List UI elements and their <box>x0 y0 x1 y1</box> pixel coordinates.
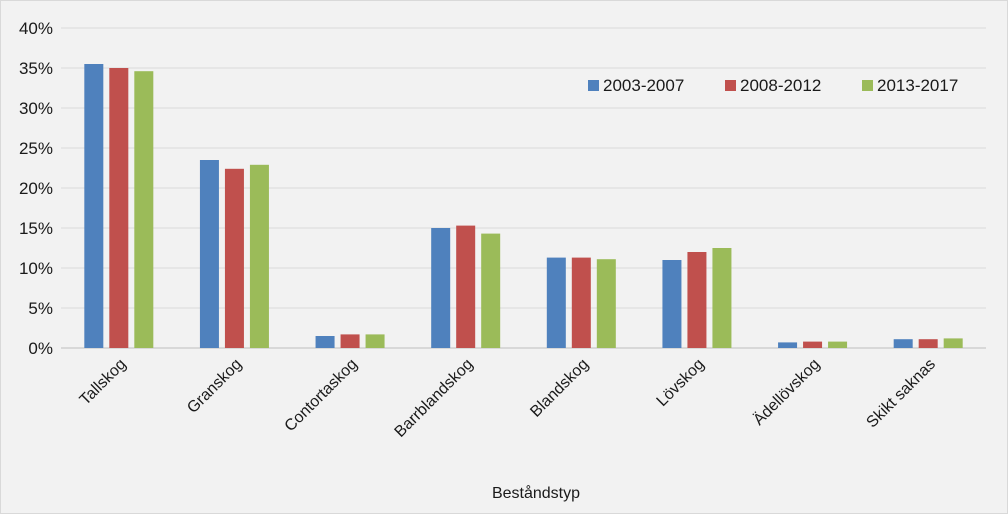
bar <box>134 71 154 348</box>
bar <box>365 334 385 348</box>
legend-entry: 2003-2007 <box>588 76 684 95</box>
x-axis-title: Beståndstyp <box>492 484 580 502</box>
bar <box>828 341 848 348</box>
x-tick-label: Lövskog <box>654 356 708 410</box>
legend-entry: 2013-2017 <box>862 76 958 95</box>
x-tick-label: Skikt saknas <box>863 356 939 432</box>
bar <box>687 252 707 348</box>
y-tick-label: 15% <box>19 219 53 238</box>
x-tick-label: Barrblandskog <box>392 356 477 441</box>
bar <box>918 339 938 348</box>
legend-swatch <box>725 80 736 91</box>
gridlines <box>61 27 986 349</box>
legend-swatch <box>862 80 873 91</box>
x-tick-label: Blandskog <box>527 356 592 421</box>
bar <box>340 334 360 348</box>
y-tick-label: 35% <box>19 59 53 78</box>
bar <box>803 341 823 348</box>
legend-label: 2013-2017 <box>877 76 958 95</box>
y-tick-label: 10% <box>19 259 53 278</box>
bar <box>893 339 913 348</box>
legend-label: 2003-2007 <box>603 76 684 95</box>
bar <box>596 259 616 348</box>
y-axis-ticks: 0% 5% 10% 15% 20% 25% 30% 35% 40% <box>19 19 53 358</box>
x-axis-ticks: Tallskog Granskog Contortaskog Barrblandsko… <box>77 355 939 441</box>
x-tick-label: Ädellövskog <box>750 355 824 429</box>
y-tick-label: 20% <box>19 179 53 198</box>
bar <box>199 160 219 348</box>
y-tick-label: 5% <box>28 299 53 318</box>
bar <box>456 225 476 348</box>
y-tick-label: 40% <box>19 19 53 38</box>
bar <box>943 338 963 348</box>
bar <box>315 336 335 348</box>
x-tick-label: Tallskog <box>77 356 130 409</box>
bar <box>249 164 269 348</box>
legend-entry: 2008-2012 <box>725 76 821 95</box>
bar <box>84 64 104 348</box>
bar <box>662 260 682 348</box>
bar <box>778 342 798 348</box>
y-tick-label: 0% <box>28 339 53 358</box>
bar <box>571 257 591 348</box>
bar <box>546 257 566 348</box>
x-tick-label: Granskog <box>184 356 245 417</box>
legend: 2003-2007 2008-2012 2013-2017 <box>588 76 958 95</box>
legend-label: 2008-2012 <box>740 76 821 95</box>
bar <box>224 168 244 348</box>
bar <box>481 233 501 348</box>
y-tick-label: 30% <box>19 99 53 118</box>
bar <box>712 248 732 348</box>
x-tick-label: Contortaskog <box>282 356 361 435</box>
legend-swatch <box>588 80 599 91</box>
bar <box>109 68 129 348</box>
bars <box>84 64 963 348</box>
bar <box>431 228 451 348</box>
y-tick-label: 25% <box>19 139 53 158</box>
